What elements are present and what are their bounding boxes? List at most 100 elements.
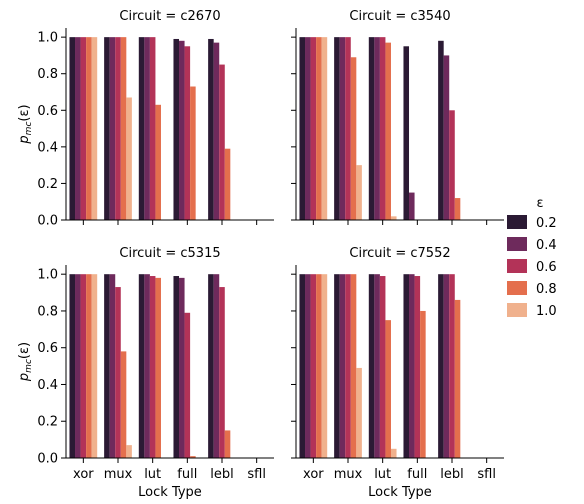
bar [299, 37, 306, 220]
bar [213, 42, 220, 220]
bar [385, 320, 391, 458]
y-tick-label: 0.8 [37, 67, 58, 82]
bar [299, 274, 306, 458]
bar [155, 277, 161, 458]
bar [420, 310, 426, 458]
x-tick-label: lebl [210, 467, 233, 482]
bar [403, 274, 410, 458]
panel-title: Circuit = c3540 [349, 9, 450, 24]
bar [224, 148, 231, 220]
y-tick-label: 0.4 [37, 378, 58, 393]
bar [86, 37, 92, 220]
legend: ε 0.2 0.4 0.6 0.8 1.0 [507, 196, 557, 319]
bar [454, 198, 461, 220]
bar [305, 274, 311, 458]
bar [334, 274, 340, 458]
bar [379, 37, 386, 220]
bar [126, 445, 132, 458]
bar [368, 37, 375, 220]
bar [305, 37, 311, 220]
x-tick-label: lut [374, 467, 391, 482]
bar [368, 274, 375, 458]
bar [208, 38, 214, 220]
y-tick-label: 0.2 [37, 415, 58, 430]
panel-1: Circuit = c2670 0.0 0.2 0.4 0.6 0.8 1.0 pmc(ε) [17, 9, 274, 229]
legend-label: 0.8 [536, 282, 557, 297]
y-tick-label: 0.6 [37, 341, 58, 356]
bar [179, 277, 185, 458]
legend-swatch [507, 237, 527, 251]
bar [356, 367, 362, 458]
bar [173, 38, 180, 220]
y-tick-label: 0.0 [37, 452, 58, 467]
bar [350, 57, 357, 221]
x-tick-label: mux [334, 467, 363, 482]
bar [310, 37, 317, 220]
bar [109, 37, 116, 220]
bar [149, 276, 156, 458]
bar [409, 192, 415, 220]
bar [184, 46, 191, 220]
bar [438, 40, 444, 220]
bar [80, 37, 87, 220]
bar [91, 274, 98, 458]
bar [120, 351, 127, 458]
bar [213, 274, 220, 458]
legend-label: 1.0 [536, 304, 557, 319]
bar [334, 37, 340, 220]
bar [339, 37, 346, 220]
bar [374, 274, 380, 458]
bar [144, 37, 150, 220]
panel-title: Circuit = c5315 [119, 246, 220, 261]
bar [409, 274, 415, 458]
x-tick-label: xor [303, 467, 324, 482]
x-tick-label: mux [104, 467, 133, 482]
panel-2: Circuit = c3540 [291, 9, 504, 225]
y-tick-label: 0.0 [37, 214, 58, 229]
legend-label: 0.6 [536, 260, 557, 275]
bar [86, 274, 92, 458]
bar [316, 37, 322, 220]
bar [109, 274, 116, 458]
x-axis-label: Lock Type [138, 485, 202, 500]
bar [390, 448, 397, 458]
bar [379, 276, 386, 458]
bar [144, 274, 150, 458]
legend-swatch [507, 281, 527, 295]
bar [403, 46, 410, 220]
bar [310, 274, 317, 458]
bar [69, 37, 76, 220]
bar [91, 37, 98, 220]
bar [414, 276, 421, 458]
bar [75, 37, 81, 220]
y-axis-label: pmc(ε) [17, 104, 34, 144]
legend-swatch [507, 215, 527, 229]
y-tick-label: 0.4 [37, 140, 58, 155]
bar [104, 274, 110, 458]
bar [316, 274, 322, 458]
bar [184, 312, 191, 458]
bar [219, 287, 225, 458]
bar [321, 274, 328, 458]
x-tick-label: sfll [477, 467, 496, 482]
bar [179, 40, 185, 220]
bar [173, 276, 180, 458]
bar [385, 42, 391, 220]
bar [345, 274, 351, 458]
bar [155, 104, 161, 220]
bar [69, 274, 76, 458]
x-tick-label: full [177, 467, 197, 482]
bar [438, 274, 444, 458]
bar [454, 299, 461, 458]
x-tick-label: xor [73, 467, 94, 482]
bar [449, 274, 455, 458]
bar [321, 37, 328, 220]
bar [190, 456, 196, 458]
bar [224, 430, 231, 458]
x-tick-label: full [407, 467, 427, 482]
y-tick-label: 0.6 [37, 104, 58, 119]
bar [356, 165, 362, 220]
panel-title: Circuit = c7552 [349, 246, 450, 261]
